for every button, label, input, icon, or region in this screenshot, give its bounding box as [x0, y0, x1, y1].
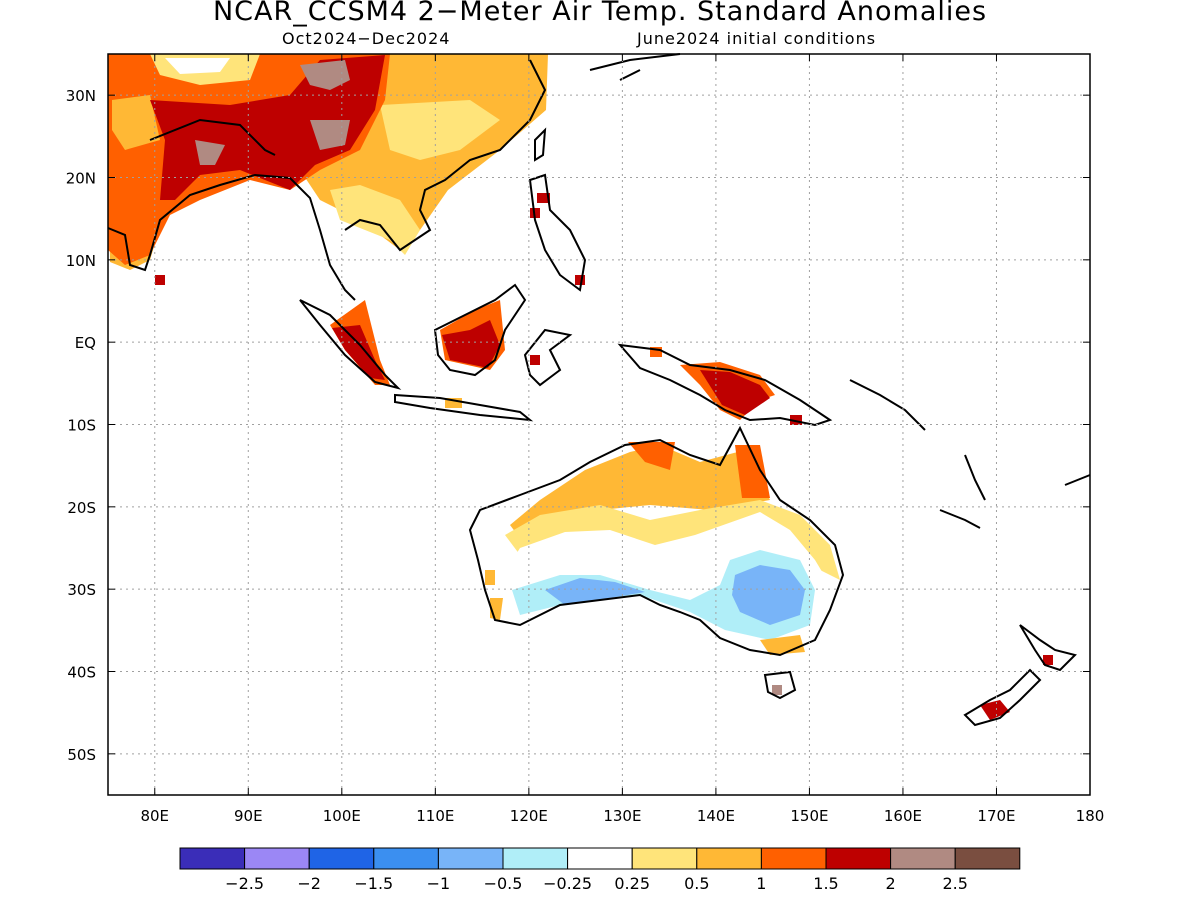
coastlines: [107, 53, 1091, 727]
philippines-coastline: [528, 173, 587, 292]
forecast-period: Oct2024−Dec2024: [282, 29, 451, 48]
taiwan-coastline: [534, 127, 547, 162]
colorbar-swatch: [502, 847, 569, 870]
lon-tick-label: 100E: [323, 807, 361, 825]
anomaly-2.5-sd-region: [300, 60, 350, 90]
new-zealand-north-coastline: [1019, 624, 1077, 672]
lat-tick-label: EQ: [75, 334, 96, 352]
anomaly-0.5-sd-region: [485, 570, 495, 585]
anomaly-2-sd-region: [155, 275, 165, 285]
sumatra-coastline: [299, 299, 402, 390]
sulawesi-coastline: [523, 328, 573, 387]
lat-tick-label: 20S: [67, 499, 96, 517]
anomaly-1-sd-region: [510, 445, 770, 545]
chart-title: NCAR_CCSM4 2−Meter Air Temp. Standard An…: [212, 0, 988, 27]
new-zealand-south-coastline: [963, 668, 1042, 727]
colorbar-swatch: [760, 847, 827, 870]
anomaly-2-sd-region: [332, 325, 385, 380]
longitude-labels: 80E 90E 100E 110E 120E 130E 140E 150E 160E 170E 18…: [140, 807, 1104, 825]
colorbar-swatch: [890, 847, 956, 870]
colorbar-label: −0.25: [543, 874, 592, 893]
lon-tick-label: 110E: [416, 807, 454, 825]
colorbar-label: −2.5: [225, 874, 264, 893]
colorbar-label: 2: [886, 874, 896, 893]
latitude-labels: 30N 20N 10N EQ 10S 20S 30S 40S 50S: [66, 87, 96, 764]
colorbar-label: 0.25: [614, 874, 650, 893]
lat-tick-label: 20N: [66, 170, 96, 188]
solomon-islands-coastline: [849, 379, 926, 431]
lon-tick-label: 180: [1076, 807, 1105, 825]
anomaly-2-sd-region: [537, 193, 550, 203]
india-border: [149, 118, 276, 156]
vanuatu-coastline: [964, 454, 986, 501]
colorbar-swatch: [308, 847, 375, 870]
colorbar-swatch: [179, 847, 246, 870]
graticule: [108, 54, 1091, 795]
lon-tick-label: 170E: [977, 807, 1015, 825]
lon-tick-label: 130E: [603, 807, 641, 825]
colorbar-label: −1: [427, 874, 451, 893]
lat-tick-label: 10S: [67, 417, 96, 435]
anomaly-0.5-sd-region: [330, 185, 420, 255]
lat-tick-label: 10N: [66, 252, 96, 270]
lat-tick-label: 30S: [67, 581, 96, 599]
colorbar: −2.5 −2 −1.5 −1 −0.5 −0.25 0.25 0.5 1 1.5 2 2.5: [179, 847, 1021, 893]
colorbar-label: −2: [297, 874, 321, 893]
colorbar-swatch: [437, 847, 504, 870]
japan-coastline: [589, 53, 681, 81]
anomaly-1.5-sd-region: [628, 442, 675, 470]
anomaly-2.5-sd-region: [772, 685, 782, 695]
australia-coastline: [468, 425, 845, 657]
fiji-coastline: [1064, 474, 1091, 486]
anomaly-2-sd-region: [442, 320, 500, 368]
anomaly-field: [108, 54, 1053, 720]
new-caledonia-coastline: [939, 509, 981, 529]
colorbar-label: 1: [756, 874, 766, 893]
colorbar-label: −0.5: [484, 874, 523, 893]
anomaly-2-sd-region: [700, 370, 770, 415]
lon-tick-label: 90E: [234, 807, 263, 825]
lon-tick-label: 140E: [697, 807, 735, 825]
colorbar-swatch: [244, 847, 310, 870]
anomaly-2.5-sd-region: [195, 140, 225, 165]
anomaly-2-sd-region: [575, 275, 585, 285]
colorbar-label: −1.5: [354, 874, 393, 893]
colorbar-swatch: [954, 847, 1021, 870]
java-coastline: [394, 393, 534, 422]
colorbar-label: 0.5: [684, 874, 709, 893]
anomaly-1-sd-region: [112, 95, 160, 150]
anomaly-0.5-sd-region: [380, 100, 500, 160]
asia-coastline: [107, 59, 547, 301]
anomaly-0.25-sd-region: [165, 58, 230, 74]
colorbar-swatch: [696, 847, 762, 870]
map-frame: [107, 53, 1091, 796]
lon-tick-label: 120E: [510, 807, 548, 825]
new-guinea-coastline: [617, 343, 833, 427]
anomaly-0.25-sd-region: [512, 550, 815, 640]
anomaly-2-sd-region: [1043, 655, 1053, 665]
borneo-coastline: [433, 283, 527, 377]
lat-tick-label: 30N: [66, 87, 96, 105]
initial-conditions: June2024 initial conditions: [637, 29, 877, 48]
lon-tick-label: 160E: [884, 807, 922, 825]
colorbar-swatch: [631, 847, 698, 870]
anomaly-2.5-sd-region: [310, 120, 350, 150]
colorbar-swatch: [373, 847, 439, 870]
colorbar-label: 2.5: [942, 874, 967, 893]
anomaly-1.5-sd-region: [735, 445, 770, 498]
tasmania-coastline: [763, 670, 797, 700]
lon-tick-label: 150E: [790, 807, 828, 825]
colorbar-label: 1.5: [813, 874, 838, 893]
lon-tick-label: 80E: [140, 807, 169, 825]
anomaly-2-sd-region: [530, 355, 540, 365]
anomaly-0.5-sd-region: [732, 565, 805, 625]
lat-tick-label: 40S: [67, 664, 96, 682]
lat-tick-label: 50S: [67, 746, 96, 764]
colorbar-swatch: [567, 847, 633, 870]
anomaly-0.5-sd-region: [545, 578, 645, 605]
colorbar-swatch: [825, 847, 892, 870]
